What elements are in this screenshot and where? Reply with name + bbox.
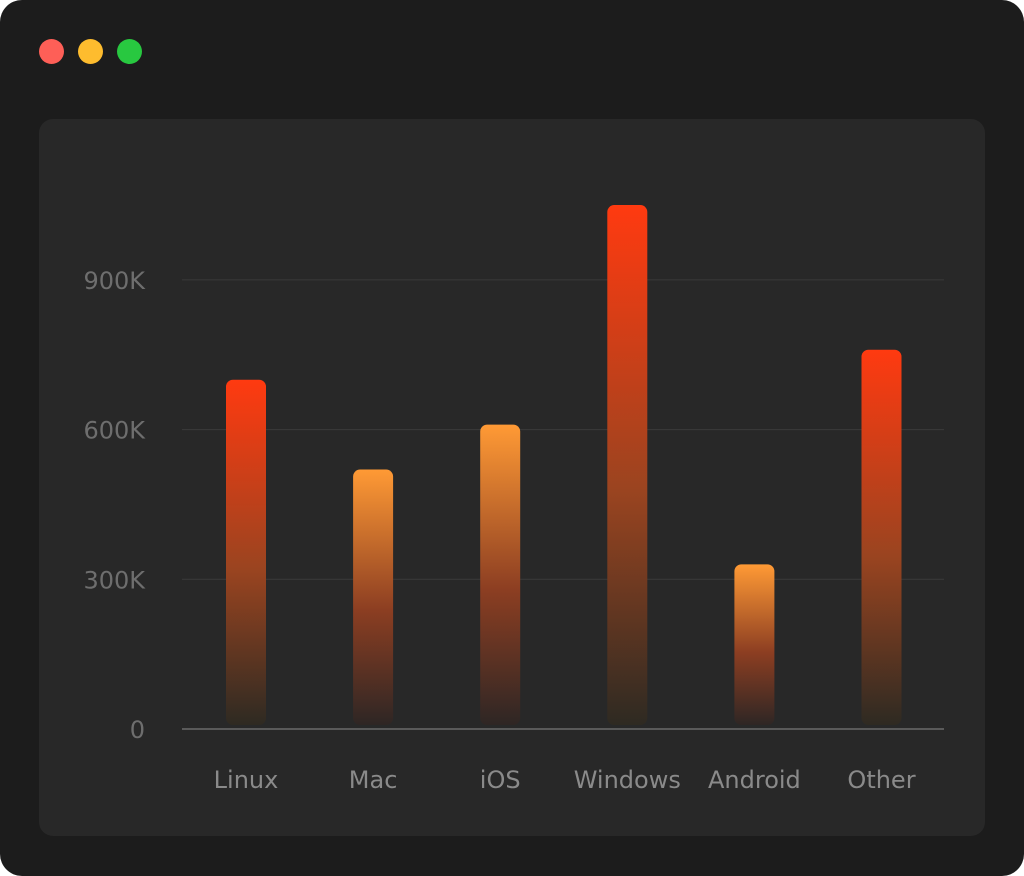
- bar-ios[interactable]: [480, 424, 521, 725]
- x-tick-label: iOS: [480, 766, 521, 794]
- y-tick-label: 900K: [83, 267, 146, 295]
- bar-linux[interactable]: [226, 379, 266, 725]
- x-tick-label: Other: [847, 766, 915, 794]
- y-tick-label: 300K: [83, 566, 146, 594]
- bar-mac[interactable]: [353, 469, 394, 725]
- bar-other[interactable]: [861, 349, 902, 725]
- x-tick-label: Windows: [574, 766, 681, 794]
- bar-android[interactable]: [734, 564, 775, 725]
- maximize-button[interactable]: [117, 39, 142, 64]
- close-button[interactable]: [39, 39, 64, 64]
- y-tick-label: 600K: [83, 417, 146, 445]
- minimize-button[interactable]: [78, 39, 103, 64]
- x-tick-label: Mac: [349, 766, 398, 794]
- bar-windows[interactable]: [607, 205, 648, 726]
- x-tick-label: Linux: [214, 766, 279, 794]
- x-tick-label: Android: [708, 766, 801, 794]
- y-tick-label: 0: [130, 716, 145, 744]
